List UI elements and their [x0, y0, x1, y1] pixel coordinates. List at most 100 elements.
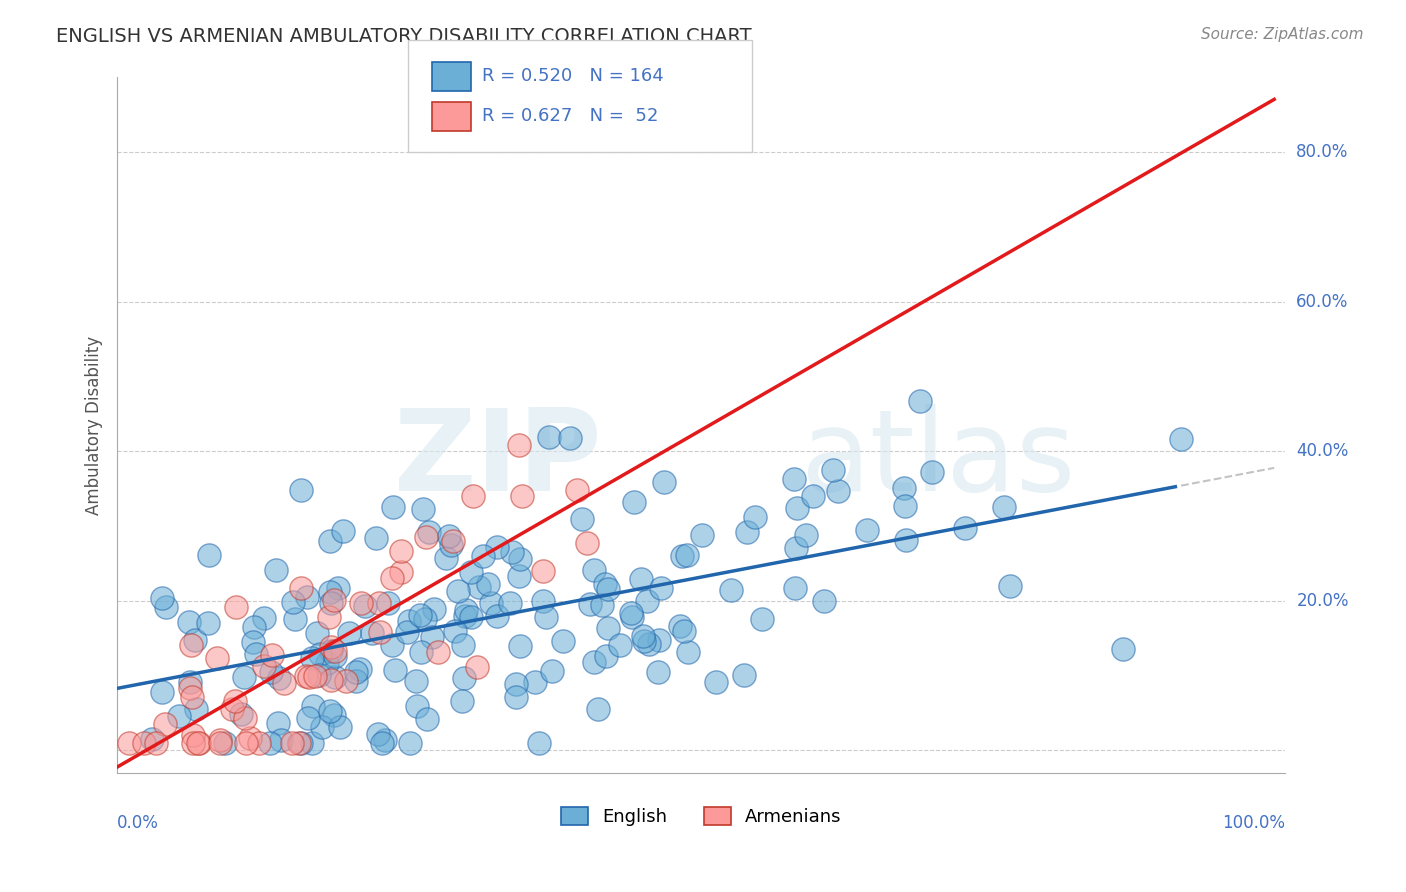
- Point: [460, 610, 482, 624]
- Point: [416, 712, 439, 726]
- Point: [350, 596, 373, 610]
- Point: [623, 495, 645, 509]
- Point: [380, 638, 402, 652]
- Point: [801, 489, 824, 503]
- Point: [155, 600, 177, 615]
- Point: [284, 612, 307, 626]
- Point: [323, 708, 346, 723]
- Point: [598, 582, 620, 596]
- Point: [467, 659, 489, 673]
- Text: 60.0%: 60.0%: [1296, 293, 1348, 310]
- Point: [207, 650, 229, 665]
- Point: [396, 625, 419, 640]
- Point: [308, 668, 330, 682]
- Point: [405, 673, 427, 688]
- Point: [509, 551, 531, 566]
- Point: [302, 699, 325, 714]
- Point: [499, 596, 522, 610]
- Point: [579, 598, 602, 612]
- Point: [593, 577, 616, 591]
- Point: [921, 465, 943, 479]
- Point: [993, 500, 1015, 514]
- Point: [894, 499, 917, 513]
- Text: Source: ZipAtlas.com: Source: ZipAtlas.com: [1201, 27, 1364, 42]
- Point: [318, 704, 340, 718]
- Point: [733, 667, 755, 681]
- Point: [321, 640, 343, 654]
- Point: [183, 633, 205, 648]
- Point: [187, 736, 209, 750]
- Point: [384, 663, 406, 677]
- Point: [197, 548, 219, 562]
- Point: [565, 483, 588, 497]
- Point: [377, 596, 399, 610]
- Point: [453, 671, 475, 685]
- Point: [295, 669, 318, 683]
- Point: [955, 521, 977, 535]
- Point: [720, 582, 742, 597]
- Point: [167, 709, 190, 723]
- Point: [501, 544, 523, 558]
- Point: [389, 566, 412, 580]
- Point: [735, 525, 758, 540]
- Point: [181, 736, 204, 750]
- Point: [571, 512, 593, 526]
- Point: [295, 591, 318, 605]
- Point: [398, 615, 420, 629]
- Point: [323, 593, 346, 607]
- Point: [245, 647, 267, 661]
- Point: [301, 651, 323, 665]
- Point: [180, 638, 202, 652]
- Point: [785, 541, 807, 555]
- Point: [553, 633, 575, 648]
- Point: [638, 638, 661, 652]
- Point: [243, 620, 266, 634]
- Point: [477, 577, 499, 591]
- Point: [235, 736, 257, 750]
- Point: [145, 736, 167, 750]
- Point: [468, 580, 491, 594]
- Point: [596, 621, 619, 635]
- Point: [281, 736, 304, 750]
- Point: [648, 632, 671, 647]
- Point: [409, 607, 432, 622]
- Point: [318, 534, 340, 549]
- Point: [672, 624, 695, 638]
- Point: [785, 582, 807, 596]
- Point: [155, 716, 177, 731]
- Point: [319, 585, 342, 599]
- Point: [242, 635, 264, 649]
- Point: [197, 615, 219, 630]
- Point: [1112, 642, 1135, 657]
- Point: [367, 726, 389, 740]
- Text: ZIP: ZIP: [394, 404, 602, 516]
- Point: [620, 609, 643, 624]
- Point: [184, 701, 207, 715]
- Point: [460, 566, 482, 580]
- Point: [311, 720, 333, 734]
- Point: [486, 609, 509, 624]
- Point: [537, 430, 560, 444]
- Point: [308, 647, 330, 661]
- Point: [531, 594, 554, 608]
- Point: [267, 716, 290, 731]
- Point: [541, 664, 564, 678]
- Point: [233, 711, 256, 725]
- Point: [444, 624, 467, 638]
- Point: [794, 527, 817, 541]
- Point: [630, 572, 652, 586]
- Point: [647, 665, 669, 679]
- Point: [650, 581, 672, 595]
- Point: [260, 648, 283, 662]
- Point: [508, 437, 530, 451]
- Point: [423, 602, 446, 616]
- Text: 40.0%: 40.0%: [1296, 442, 1348, 460]
- Point: [328, 581, 350, 595]
- Point: [451, 638, 474, 652]
- Point: [704, 675, 727, 690]
- Point: [399, 736, 422, 750]
- Point: [783, 472, 806, 486]
- Point: [786, 501, 808, 516]
- Text: R = 0.520   N = 164: R = 0.520 N = 164: [482, 67, 664, 85]
- Point: [323, 648, 346, 663]
